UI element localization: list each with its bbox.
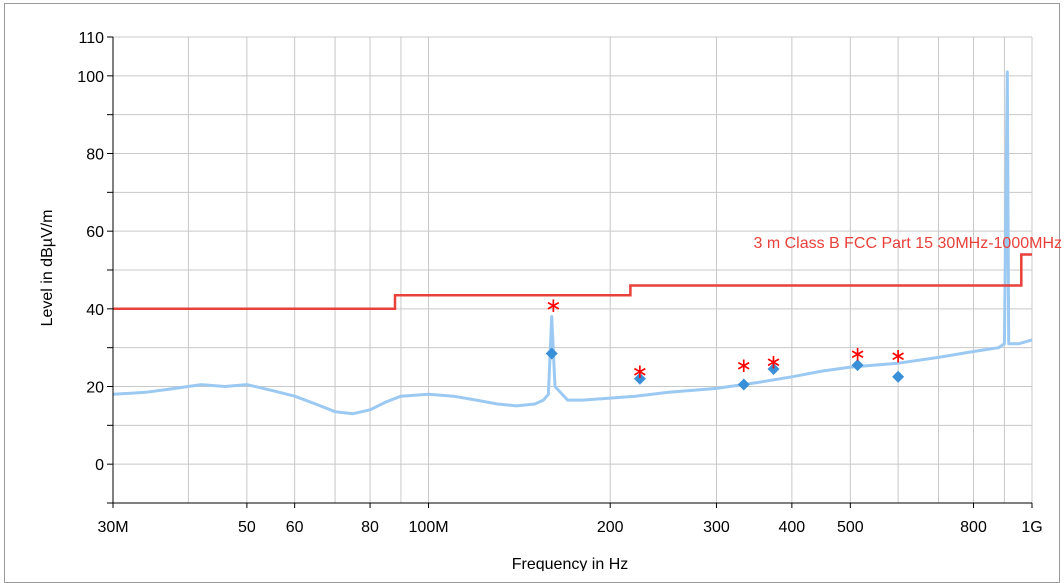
peak-marker: ∗ [632,359,649,383]
x-axis-title: Frequency in Hz [512,556,629,571]
grid [112,36,1033,504]
x-tick-label: 1G [1021,519,1042,536]
x-tick-label: 50 [238,519,256,536]
x-tick-label: 80 [361,519,379,536]
x-tick-label: 100M [409,519,449,536]
qp-marker [851,359,864,372]
limit-line-label: 3 m Class B FCC Part 15 30MHz-1000MHz [753,235,1062,252]
x-tick-label: 60 [286,519,304,536]
emission-chart: ∗ ∗ ∗ ∗ ∗ ∗ 0 20 40 60 80 100 110 30M 50 60 80 100M 200 30… [39,30,1062,571]
qp-marker [892,370,905,383]
qp-marker [767,363,780,376]
qp-marker [633,372,646,385]
y-tick-label: 80 [86,147,104,164]
qp-marker [737,378,750,391]
peak-marker: ∗ [765,349,782,373]
x-tick-label: 200 [597,519,624,536]
y-axis-title: Level in dBµV/m [39,210,56,327]
y-tick-label: 110 [78,30,104,47]
trace-line [112,70,1033,416]
x-tick-label: 300 [703,519,730,536]
y-tick-label: 40 [86,302,104,319]
x-tick-label: 500 [837,519,864,536]
qp-marker [545,347,558,360]
markers: ∗ ∗ ∗ ∗ ∗ ∗ [545,293,907,391]
x-tick-label: 400 [779,519,806,536]
peak-marker: ∗ [545,293,562,317]
x-tick-label: 30M [97,519,128,536]
limit-polyline [113,253,1032,311]
x-tick-label: 800 [960,519,987,536]
measurement-trace [112,70,1033,416]
y-tick-label: 100 [77,69,104,86]
y-tick-label: 0 [95,457,104,474]
limit-line [113,253,1032,311]
axes: 0 20 40 60 80 100 110 30M 50 60 80 100M 200 300 400 500… [77,30,1042,536]
peak-marker: ∗ [849,341,866,365]
y-tick-label: 20 [86,380,104,397]
peak-marker: ∗ [735,353,752,377]
peak-marker: ∗ [890,343,907,367]
y-tick-label: 60 [86,224,104,241]
